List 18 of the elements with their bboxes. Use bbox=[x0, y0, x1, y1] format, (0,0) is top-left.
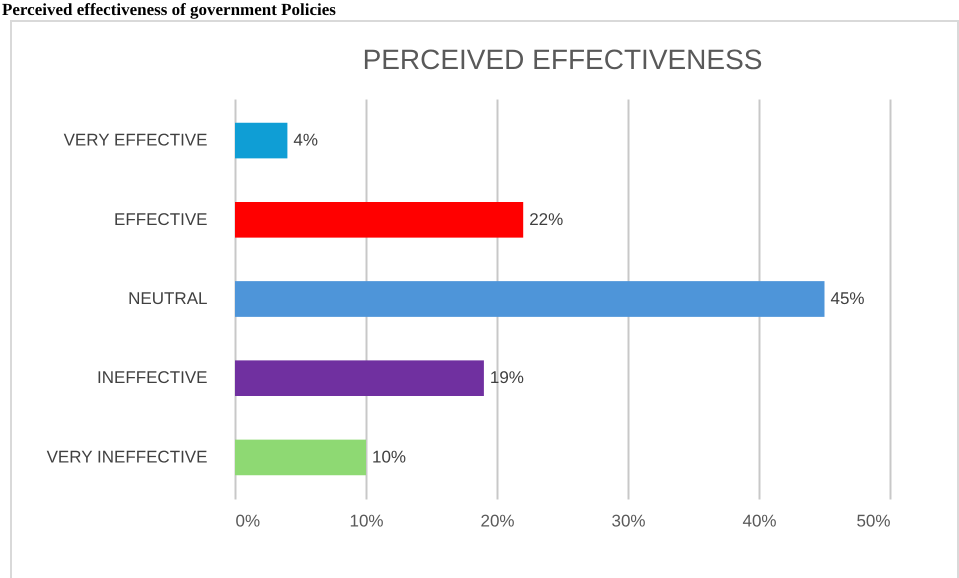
x-tick-label: 10% bbox=[349, 512, 384, 530]
x-tick-label: 50% bbox=[856, 512, 890, 530]
y-tick-label: INEFFECTIVE bbox=[96, 368, 208, 388]
y-tick-label: VERY INEFFECTIVE bbox=[46, 447, 208, 466]
x-tick-label: 30% bbox=[611, 512, 646, 530]
data-label: 45% bbox=[830, 289, 865, 308]
data-label: 4% bbox=[293, 130, 318, 150]
data-label: 22% bbox=[529, 210, 564, 229]
y-tick-label: NEUTRAL bbox=[128, 289, 208, 308]
chart-title: PERCEIVED EFFECTIVENESS bbox=[362, 44, 762, 75]
text: Perceived effectiveness of government Policies bbox=[2, 0, 336, 20]
x-tick-label: 0% bbox=[236, 512, 260, 530]
data-label: 19% bbox=[490, 368, 524, 388]
y-tick-label: EFFECTIVE bbox=[114, 210, 208, 229]
y-tick-label: VERY EFFECTIVE bbox=[64, 130, 208, 150]
data-label: 10% bbox=[372, 447, 406, 466]
x-tick-label: 20% bbox=[480, 512, 515, 530]
x-tick-label: 40% bbox=[742, 512, 777, 530]
